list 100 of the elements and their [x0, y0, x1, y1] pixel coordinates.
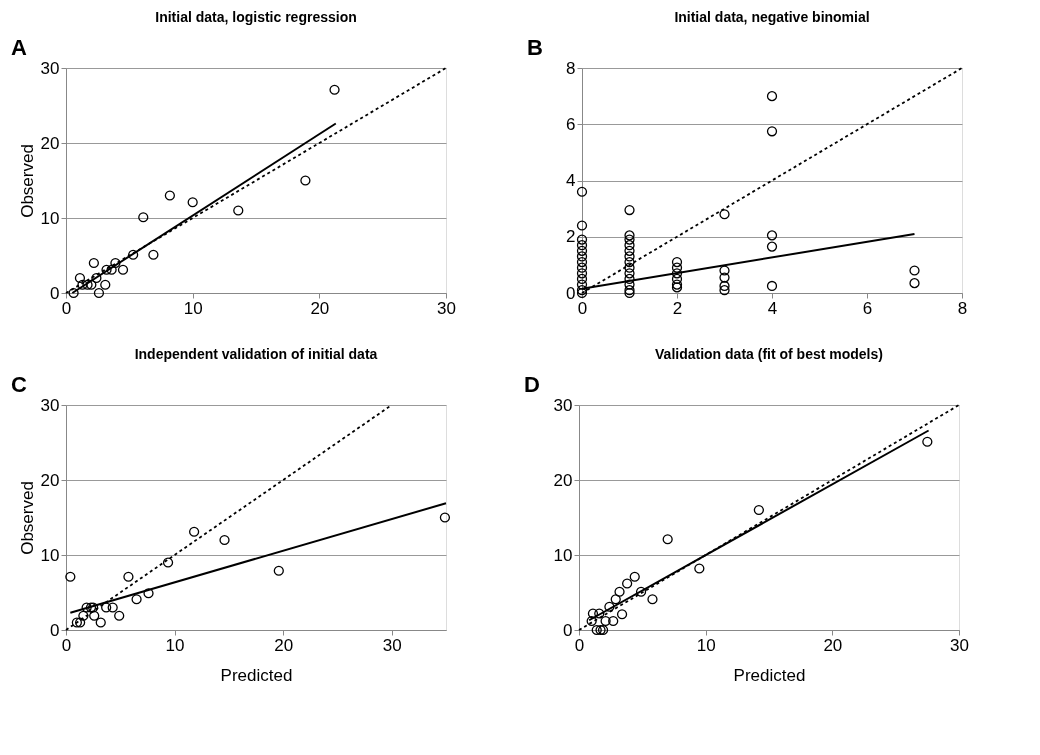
- point: [187, 197, 198, 208]
- point: [91, 272, 102, 284]
- point: [766, 241, 778, 252]
- point: [138, 212, 149, 223]
- point: [576, 279, 588, 290]
- point: [71, 617, 82, 628]
- point: [89, 610, 100, 621]
- point: [576, 268, 588, 279]
- point: [622, 578, 633, 589]
- point: [719, 280, 730, 292]
- point: [766, 230, 778, 241]
- point: [329, 84, 340, 95]
- point: [100, 279, 111, 290]
- x-axis-title: Predicted: [733, 665, 806, 685]
- point: [604, 601, 615, 612]
- point: [117, 264, 129, 275]
- point: [164, 190, 175, 201]
- point: [624, 234, 635, 245]
- chart-title: Independent validation of initial data: [134, 346, 378, 362]
- point: [586, 615, 597, 627]
- point: [624, 245, 635, 256]
- y-tick-label: 20: [40, 470, 60, 490]
- point: [719, 265, 730, 276]
- point: [148, 249, 159, 260]
- point: [753, 504, 764, 516]
- text: A: [11, 35, 27, 60]
- point: [624, 273, 635, 285]
- point: [162, 557, 174, 568]
- y-tick-label: 20: [40, 133, 60, 153]
- point: [587, 608, 599, 619]
- x-tick-label: 10: [165, 635, 185, 655]
- y-tick-label: 0: [50, 620, 60, 640]
- y-tick-label: 10: [40, 208, 60, 228]
- point: [78, 610, 89, 621]
- point: [610, 594, 621, 605]
- point: [766, 91, 778, 102]
- x-tick-label: 10: [696, 635, 716, 655]
- point: [719, 209, 730, 220]
- point: [101, 264, 112, 275]
- point: [614, 586, 625, 597]
- y-tick-label: 30: [40, 58, 60, 78]
- x-tick-label: 30: [382, 635, 402, 655]
- point: [576, 245, 588, 256]
- point: [671, 256, 683, 268]
- point: [576, 256, 588, 268]
- point: [624, 204, 635, 216]
- y-tick-label: 0: [563, 620, 573, 640]
- point: [300, 175, 311, 186]
- text: B: [527, 35, 543, 60]
- chart-title: Initial data, negative binomial: [674, 9, 870, 25]
- point: [110, 257, 121, 269]
- point: [624, 262, 635, 273]
- chart-title: Initial data, logistic regression: [155, 9, 357, 25]
- text: D: [524, 372, 540, 397]
- point: [766, 280, 778, 292]
- point: [101, 602, 112, 613]
- point: [95, 617, 106, 628]
- y-tick-label: 2: [566, 227, 576, 247]
- point: [624, 279, 635, 290]
- chart-title: Validation data (fit of best models): [655, 346, 883, 362]
- point: [74, 617, 86, 628]
- x-tick-label: 20: [823, 635, 843, 655]
- point: [576, 273, 588, 285]
- y-tick-label: 8: [566, 58, 576, 78]
- x-tick-label: 4: [767, 298, 778, 318]
- point: [576, 186, 588, 197]
- point: [107, 602, 118, 613]
- point: [624, 230, 635, 241]
- x-axis-title: Predicted: [220, 665, 293, 685]
- point: [77, 279, 88, 290]
- point: [635, 586, 647, 597]
- point: [591, 624, 602, 636]
- point: [576, 234, 588, 245]
- y-tick-label: 0: [566, 283, 576, 303]
- point: [624, 240, 635, 251]
- point: [74, 272, 86, 284]
- point: [123, 571, 134, 582]
- point: [93, 287, 105, 299]
- point: [671, 273, 683, 285]
- point: [647, 594, 658, 605]
- x-tick-label: 30: [437, 298, 456, 318]
- point: [616, 609, 628, 620]
- point: [624, 268, 635, 279]
- point: [576, 240, 588, 251]
- y-tick-label: 6: [566, 114, 576, 134]
- y-tick-label: 20: [553, 470, 573, 490]
- point: [219, 534, 230, 546]
- point: [65, 571, 76, 582]
- point: [662, 534, 673, 545]
- point: [624, 256, 635, 268]
- point: [88, 257, 99, 269]
- point: [233, 205, 244, 216]
- x-tick-label: 2: [672, 298, 683, 318]
- point: [106, 264, 117, 275]
- y-axis-title: Observed: [17, 481, 37, 555]
- point: [624, 251, 635, 262]
- x-tick-label: 30: [950, 635, 969, 655]
- x-tick-label: 10: [183, 298, 203, 318]
- point: [694, 563, 705, 574]
- point: [82, 279, 93, 290]
